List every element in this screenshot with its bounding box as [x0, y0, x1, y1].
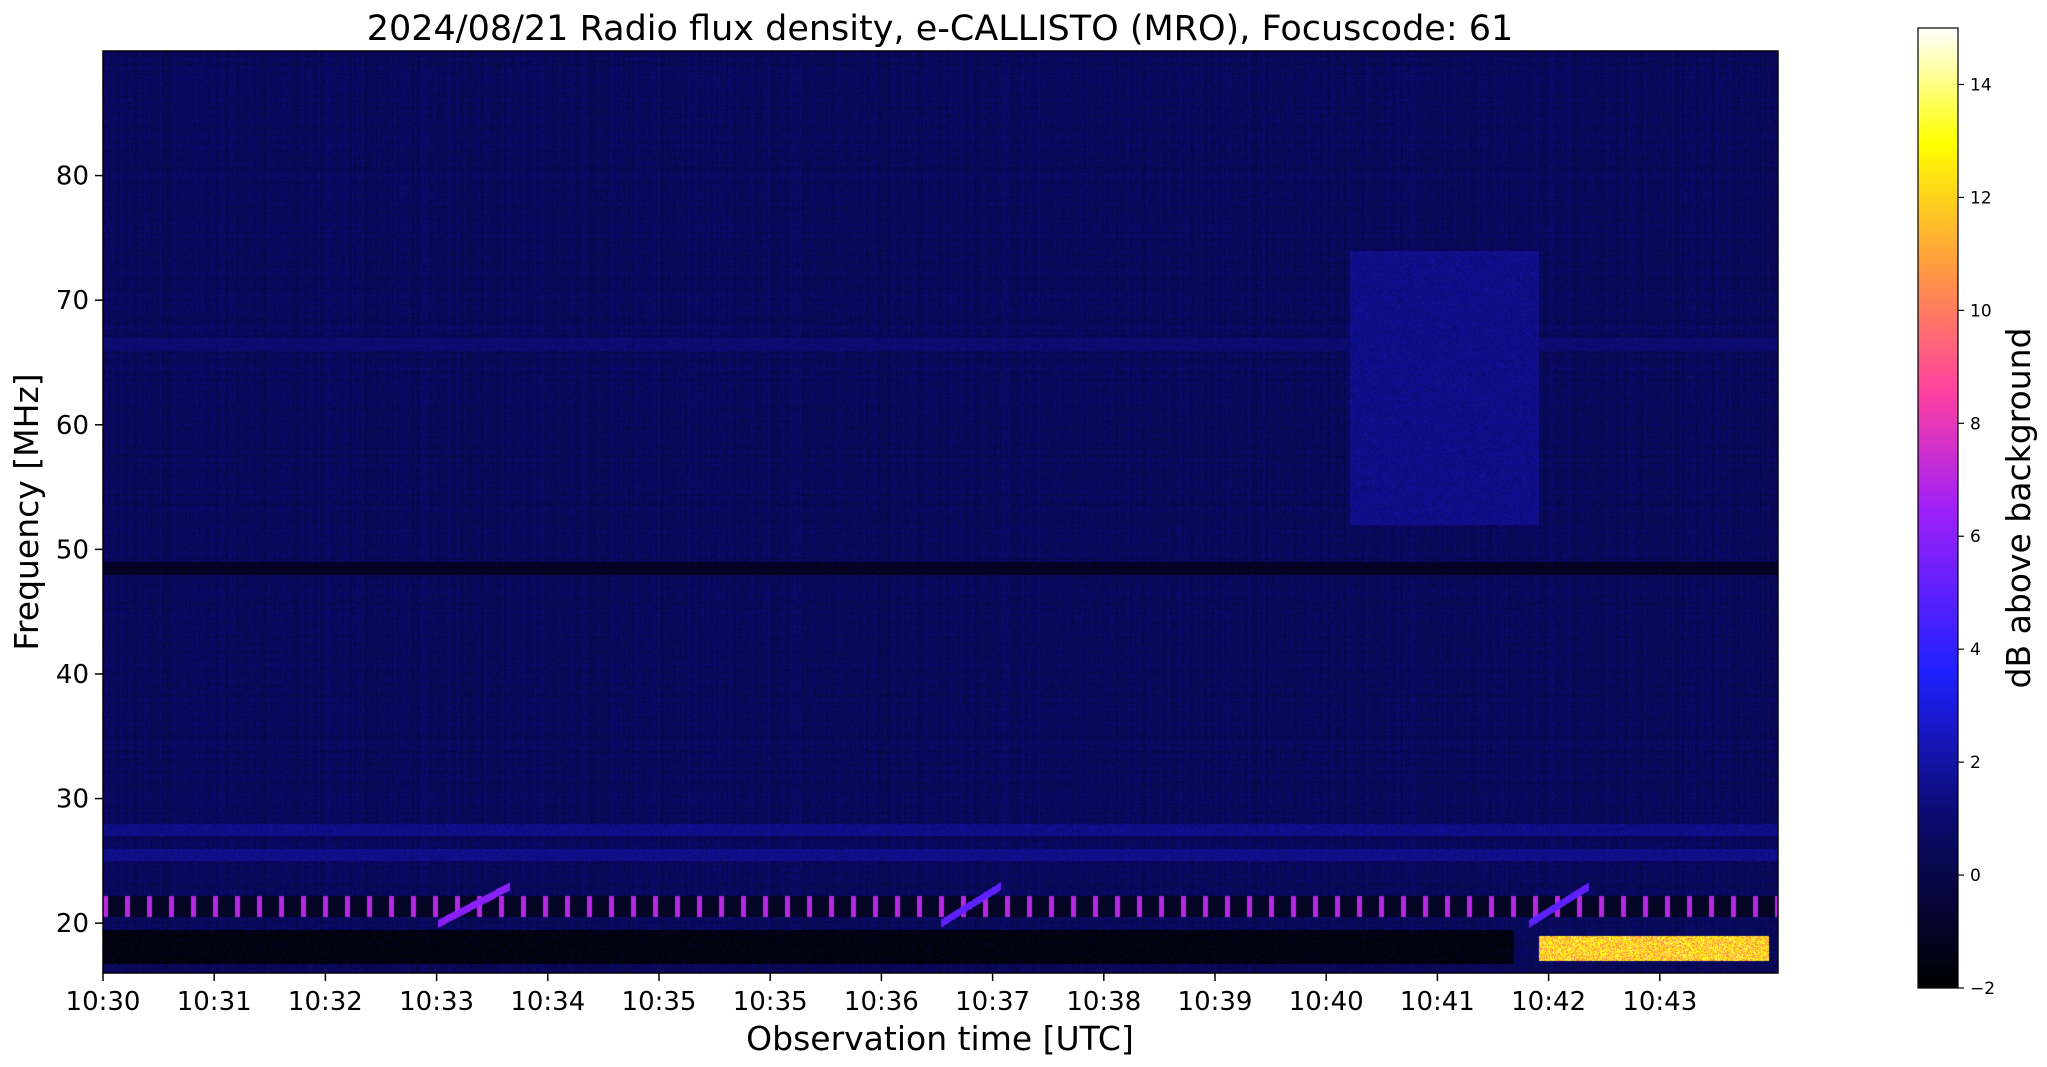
- colorbar-tick-label: 8: [1970, 414, 1981, 434]
- x-tick-label: 10:35: [733, 987, 808, 1017]
- colorbar-tick-label: −2: [1970, 979, 1995, 999]
- spectrogram-plot: [102, 50, 1779, 974]
- y-tick-label: 70: [56, 286, 89, 316]
- colorbar-ticks: −2 0 2 4 6 8 10 12 14: [1958, 75, 1995, 999]
- x-tick-label: 10:38: [1066, 987, 1141, 1017]
- colorbar-tick-label: 6: [1970, 527, 1981, 547]
- colorbar-tick-label: 4: [1970, 640, 1981, 660]
- x-tick-label: 10:39: [1178, 987, 1253, 1017]
- colorbar-label: dB above background: [1999, 328, 2038, 689]
- colorbar-gradient: [1917, 27, 1959, 989]
- x-tick-label: 10:42: [1511, 987, 1586, 1017]
- colorbar-tick-label: 0: [1970, 866, 1981, 886]
- colorbar-tick-label: 2: [1970, 753, 1981, 773]
- x-tick-label: 10:31: [177, 987, 252, 1017]
- x-tick-label: 10:43: [1622, 987, 1697, 1017]
- x-tick-label: 10:36: [844, 987, 919, 1017]
- y-tick-label: 80: [56, 162, 89, 192]
- y-axis-ticks: 20 30 40 50 60 70 80: [56, 162, 103, 939]
- colorbar: −2 0 2 4 6 8 10 12 14 dB above background: [1917, 27, 2038, 999]
- colorbar-tick-label: 14: [1970, 75, 1992, 95]
- x-tick-label: 10:37: [955, 987, 1030, 1017]
- x-axis-label: Observation time [UTC]: [746, 1019, 1134, 1058]
- y-tick-label: 50: [56, 535, 89, 565]
- x-tick-label: 10:41: [1400, 987, 1475, 1017]
- x-tick-label: 10:35: [622, 987, 697, 1017]
- y-axis-label: Frequency [MHz]: [7, 373, 46, 650]
- colorbar-tick-label: 10: [1970, 301, 1992, 321]
- x-axis-ticks: 10:30 10:31 10:32 10:33 10:34 10:35 10:35 10:36…: [66, 973, 1697, 1017]
- chart-title: 2024/08/21 Radio flux density, e-CALLIST…: [367, 9, 1514, 49]
- x-tick-label: 10:32: [288, 987, 363, 1017]
- spectrogram-heatmap: [103, 51, 1778, 973]
- y-tick-label: 60: [56, 411, 89, 441]
- y-tick-label: 30: [56, 785, 89, 815]
- y-tick-label: 20: [56, 909, 89, 939]
- x-tick-label: 10:40: [1289, 987, 1364, 1017]
- x-tick-label: 10:30: [66, 987, 141, 1017]
- x-tick-label: 10:34: [510, 987, 585, 1017]
- x-tick-label: 10:33: [399, 987, 474, 1017]
- y-tick-label: 40: [56, 660, 89, 690]
- colorbar-tick-label: 12: [1970, 188, 1992, 208]
